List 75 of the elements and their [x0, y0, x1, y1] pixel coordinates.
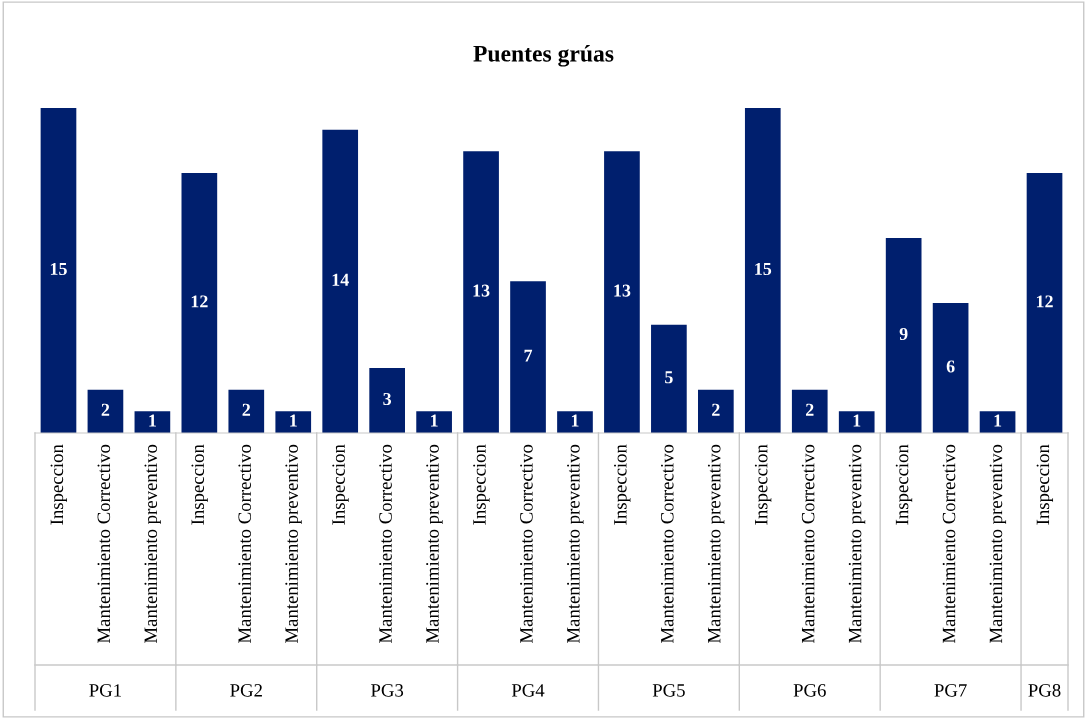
bar [228, 389, 265, 433]
x-tick-label: Mantenimiento preventivo [707, 444, 725, 643]
x-tick-label: Mantenimiento Correctivo [801, 444, 815, 643]
chart-title: Puentes grúas [473, 45, 614, 67]
text: PG8 [1028, 684, 1061, 697]
data-label: 13 [473, 284, 490, 297]
text: PG6 [793, 684, 826, 697]
data-label: 3 [383, 392, 392, 406]
bar [791, 389, 828, 433]
data-label: 6 [946, 360, 955, 373]
bar [932, 303, 969, 433]
data-label: 5 [665, 371, 673, 384]
x-tick-label: Mantenimiento Correctivo [379, 444, 392, 643]
bar [744, 108, 781, 433]
x-tick-label: Inspeccion [191, 444, 208, 525]
data-label: 9 [899, 327, 908, 341]
bar [463, 151, 499, 433]
x-tick-label: Mantenimiento preventivo [848, 444, 866, 643]
bar [322, 129, 359, 433]
x-tick-label: Mantenimiento Correctivo [520, 444, 533, 643]
text: PG4 [511, 684, 545, 697]
bar [838, 411, 875, 433]
x-tick-label: Mantenimiento Correctivo [97, 444, 111, 643]
x-tick-label: Mantenimiento Correctivo [660, 444, 674, 643]
bar [557, 411, 593, 433]
x-tick-label: Mantenimiento preventivo [144, 444, 161, 643]
bar [510, 281, 546, 433]
x-tick-label: Inspeccion [754, 444, 772, 525]
data-label: 14 [332, 273, 349, 286]
data-label: 1 [431, 414, 438, 427]
bar [979, 411, 1016, 433]
data-label: 12 [191, 295, 208, 308]
x-tick-label: Inspeccion [332, 444, 349, 525]
data-label: 1 [571, 414, 579, 427]
data-label: 1 [290, 414, 297, 427]
bar [40, 108, 77, 433]
data-label: 12 [1036, 295, 1053, 308]
text: PG1 [89, 684, 121, 697]
data-label: 1 [149, 414, 156, 427]
bar [1026, 173, 1063, 433]
bar [134, 411, 171, 433]
data-label: 2 [805, 403, 814, 416]
data-label: 2 [242, 403, 251, 416]
x-tick-label: Mantenimiento Correctivo [238, 444, 251, 643]
x-tick-label: Mantenimiento Correctivo [942, 444, 956, 643]
text: PG5 [652, 684, 685, 697]
x-tick-label: Inspeccion [895, 444, 913, 525]
x-tick-label: Inspeccion [614, 444, 631, 525]
data-label: 13 [614, 284, 631, 297]
x-tick-label: Mantenimiento preventivo [989, 444, 1007, 643]
text: PG7 [934, 684, 967, 697]
bar [369, 368, 405, 433]
x-tick-label: Inspeccion [473, 444, 490, 525]
bar [604, 151, 640, 433]
bar [275, 411, 312, 433]
data-label: 15 [50, 262, 67, 276]
data-label: 15 [755, 262, 772, 276]
bar [651, 324, 687, 433]
bar [885, 238, 922, 433]
text: PG3 [371, 684, 404, 697]
x-tick-label: Mantenimiento preventivo [285, 444, 302, 643]
x-tick-label: Mantenimiento preventivo [426, 444, 443, 643]
bar [416, 411, 452, 433]
bar [698, 389, 734, 433]
x-tick-label: Mantenimiento preventivo [567, 444, 584, 643]
bar [181, 173, 218, 433]
data-label: 1 [994, 414, 1002, 427]
data-label: 2 [101, 403, 110, 416]
data-label: 1 [853, 414, 861, 427]
x-tick-label: Inspeccion [50, 444, 67, 525]
data-label: 7 [524, 349, 533, 362]
x-tick-label: Inspeccion [1036, 444, 1054, 525]
bar [87, 389, 124, 433]
data-label: 2 [712, 403, 720, 416]
text: PG2 [230, 684, 262, 697]
